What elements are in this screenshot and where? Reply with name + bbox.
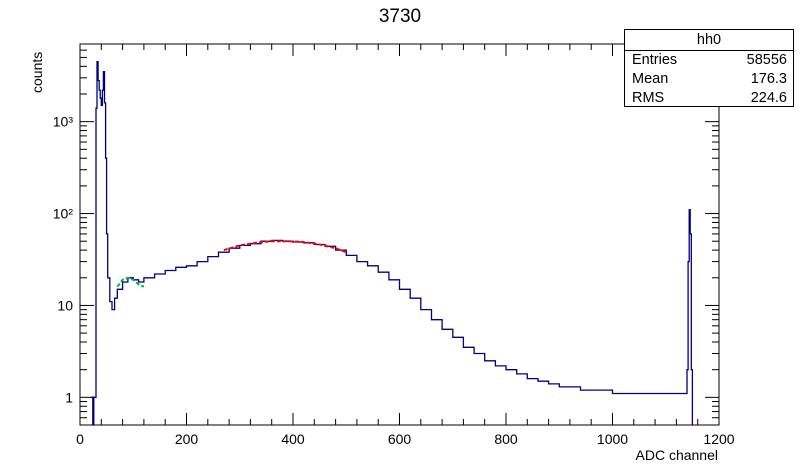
y-axis-label: counts	[29, 51, 45, 93]
stats-label: RMS	[632, 90, 665, 106]
x-tick-label: 0	[76, 431, 84, 447]
x-axis-label: ADC channel	[635, 447, 719, 463]
y-tick-label: 1	[65, 389, 73, 405]
stats-label: Entries	[632, 52, 678, 68]
x-tick-label: 800	[494, 431, 518, 447]
stats-value: 224.6	[750, 90, 787, 106]
fit-curve	[116, 276, 145, 288]
fit-curve	[223, 240, 347, 254]
histogram-series	[90, 60, 694, 426]
stats-value: 176.3	[750, 71, 787, 87]
x-tick-label: 1000	[597, 431, 628, 447]
stats-row-mean: Mean 176.3	[625, 70, 793, 89]
stats-row-entries: Entries 58556	[625, 51, 793, 70]
chart-title: 3730	[378, 6, 422, 27]
stats-label: Mean	[632, 71, 669, 87]
x-tick-label: 200	[175, 431, 199, 447]
y-tick-label: 10²	[53, 206, 74, 222]
x-tick-label: 600	[388, 431, 412, 447]
stats-box: hh0 Entries 58556 Mean 176.3 RMS 224.6	[624, 29, 794, 107]
x-tick-label: 400	[281, 431, 305, 447]
x-tick-label: 1200	[703, 431, 734, 447]
stats-value: 58556	[746, 52, 787, 68]
stats-title: hh0	[625, 30, 793, 51]
stats-row-rms: RMS 224.6	[625, 89, 793, 108]
y-tick-label: 10	[57, 297, 73, 313]
y-tick-label: 10³	[53, 114, 74, 130]
